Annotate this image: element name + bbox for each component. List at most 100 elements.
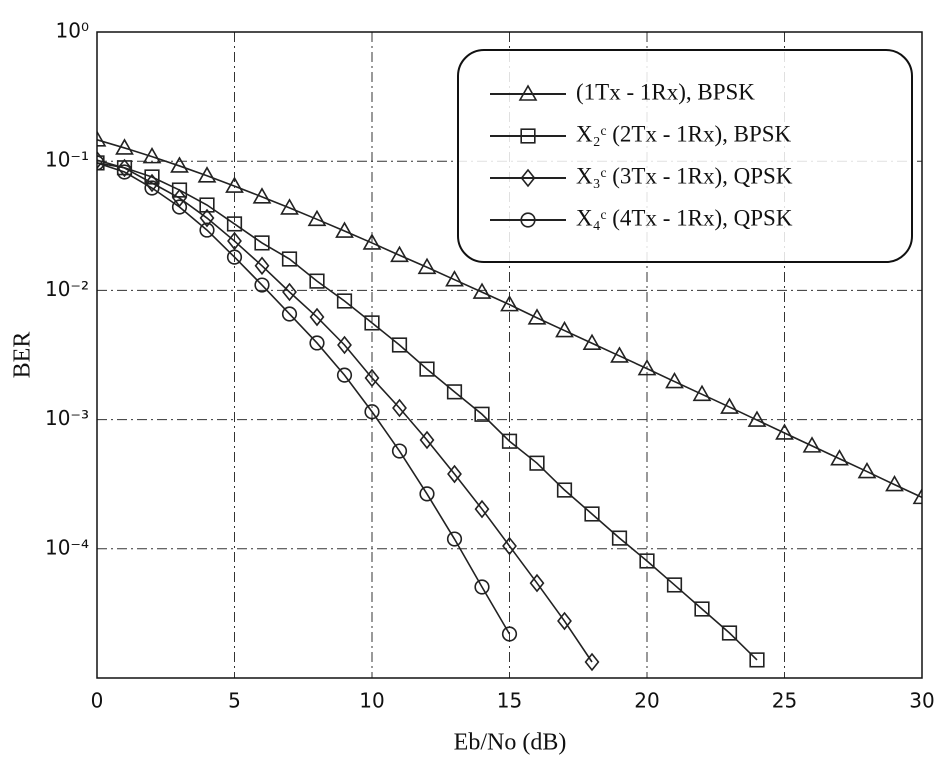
marker [309, 335, 325, 351]
ticks: 0 5 10 15 20 25 30 10⁰ 10⁻¹ 10⁻² 10⁻³ 10⁻⁴ [45, 19, 935, 713]
legend: (1Tx - 1Rx), BPSK X₂ᶜ (2Tx - 1Rx), BPSK X₃… [457, 49, 913, 263]
marker [362, 233, 382, 250]
marker [720, 397, 739, 414]
marker [557, 611, 572, 631]
marker [692, 384, 712, 402]
marker [802, 436, 822, 453]
marker [694, 601, 710, 617]
legend-label: (1Tx - 1Rx), BPSK [576, 79, 755, 104]
marker [227, 231, 242, 251]
marker [144, 180, 160, 196]
marker [254, 277, 270, 293]
marker [281, 251, 298, 267]
marker [309, 307, 325, 327]
marker [254, 256, 270, 276]
y-tick-label: 10⁻¹ [45, 148, 89, 172]
plot-area [97, 130, 922, 672]
plot-frame [96, 31, 923, 679]
marker [335, 221, 354, 238]
marker [171, 199, 188, 215]
marker [474, 579, 490, 595]
x-tick-label: 0 [91, 689, 104, 713]
marker [392, 398, 407, 418]
marker [226, 249, 243, 265]
marker [419, 486, 435, 502]
marker [830, 449, 849, 466]
x-tick-label: 10 [359, 689, 384, 713]
marker [336, 367, 353, 383]
marker [474, 406, 490, 422]
marker [584, 506, 600, 522]
marker [446, 384, 463, 400]
marker [226, 216, 243, 232]
marker [115, 138, 134, 155]
series-line [97, 159, 593, 663]
marker [364, 315, 380, 331]
marker [447, 464, 462, 484]
marker [474, 499, 490, 519]
marker [912, 487, 922, 505]
marker [721, 625, 738, 641]
marker [142, 147, 162, 164]
marker [172, 188, 187, 208]
marker [144, 173, 160, 193]
marker [582, 333, 602, 351]
marker [419, 361, 435, 377]
legend-marker [520, 168, 536, 188]
x-tick-label: 25 [772, 689, 797, 713]
marker [502, 536, 517, 556]
x-axis-label: Eb/No (dB) [454, 730, 567, 756]
marker [282, 282, 297, 302]
marker [665, 371, 684, 389]
marker [529, 573, 545, 593]
marker [637, 359, 657, 376]
x-tick-label: 5 [228, 689, 241, 713]
y-tick-label: 10⁻⁴ [45, 535, 89, 559]
marker [391, 337, 408, 353]
marker [197, 166, 217, 183]
series-line [97, 162, 758, 661]
marker [639, 553, 655, 569]
marker [364, 404, 380, 420]
marker [500, 295, 519, 312]
y-tick-label: 10⁰ [56, 19, 89, 43]
marker [309, 273, 325, 289]
marker [364, 368, 380, 388]
marker [529, 455, 545, 471]
marker [170, 156, 189, 173]
marker [225, 176, 244, 193]
y-tick-label: 10⁻³ [45, 406, 89, 430]
marker [417, 257, 437, 275]
marker [775, 423, 794, 440]
marker [501, 626, 518, 642]
y-axis-label: BER [10, 332, 36, 379]
x-tick-label: 15 [497, 689, 522, 713]
marker [337, 335, 352, 355]
legend-marker [520, 212, 536, 228]
x-tick-label: 20 [634, 689, 659, 713]
marker [885, 474, 904, 492]
marker [281, 306, 298, 322]
marker [336, 293, 353, 309]
marker [611, 530, 628, 546]
marker [171, 182, 188, 198]
marker [307, 209, 327, 227]
marker [610, 346, 629, 363]
marker [445, 270, 464, 287]
marker [117, 158, 132, 178]
marker [280, 198, 299, 215]
legend-label: X₃ᶜ (3Tx - 1Rx), QPSK [576, 163, 793, 188]
marker [199, 197, 215, 213]
marker [584, 652, 600, 672]
legend-label: X₂ᶜ (2Tx - 1Rx), BPSK [576, 121, 792, 146]
marker [857, 461, 877, 479]
marker [747, 410, 767, 427]
marker [116, 164, 133, 180]
marker [527, 308, 547, 325]
marker [199, 222, 215, 238]
marker [556, 482, 573, 498]
marker [252, 187, 272, 204]
marker [390, 245, 409, 263]
marker [472, 282, 492, 299]
